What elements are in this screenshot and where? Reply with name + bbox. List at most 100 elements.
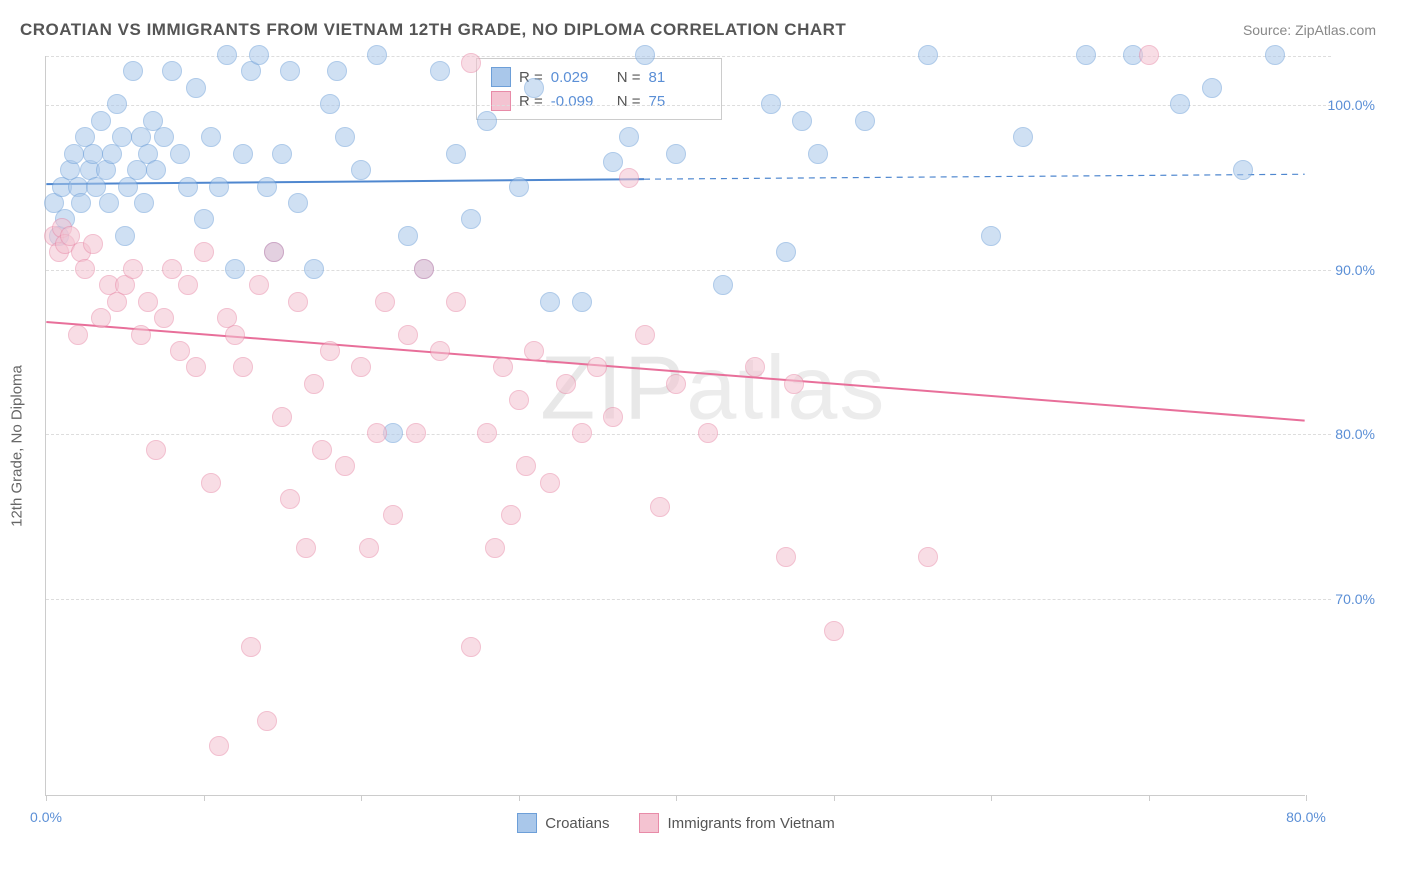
data-point (477, 423, 497, 443)
data-point (178, 275, 198, 295)
r-value: 0.029 (551, 69, 609, 86)
data-point (233, 357, 253, 377)
data-point (485, 538, 505, 558)
data-point (91, 308, 111, 328)
data-point (603, 407, 623, 427)
data-point (209, 177, 229, 197)
data-point (134, 193, 154, 213)
data-point (635, 325, 655, 345)
legend-label: Croatians (545, 815, 609, 832)
legend-item: Croatians (517, 813, 609, 833)
data-point (446, 144, 466, 164)
data-point (587, 357, 607, 377)
x-tick (46, 795, 47, 801)
legend-swatch (491, 91, 511, 111)
data-point (1013, 127, 1033, 147)
gridline (46, 434, 1331, 435)
data-point (398, 226, 418, 246)
data-point (430, 61, 450, 81)
data-point (1265, 45, 1285, 65)
data-point (249, 45, 269, 65)
data-point (201, 473, 221, 493)
plot-area: ZIPatlas R =0.029N =81R =-0.099N =75 Cro… (45, 56, 1305, 796)
data-point (138, 292, 158, 312)
x-tick-label: 0.0% (30, 809, 62, 825)
data-point (650, 497, 670, 517)
source-attribution: Source: ZipAtlas.com (1243, 22, 1376, 38)
data-point (501, 505, 521, 525)
data-point (359, 538, 379, 558)
data-point (178, 177, 198, 197)
gridline (46, 105, 1331, 106)
data-point (351, 160, 371, 180)
data-point (461, 637, 481, 657)
stats-legend-row: R =0.029N =81 (491, 65, 707, 89)
data-point (745, 357, 765, 377)
data-point (335, 456, 355, 476)
data-point (855, 111, 875, 131)
x-tick-label: 80.0% (1286, 809, 1326, 825)
data-point (761, 94, 781, 114)
series-legend: Croatians Immigrants from Vietnam (46, 813, 1306, 833)
data-point (272, 144, 292, 164)
x-tick (1149, 795, 1150, 801)
data-point (516, 456, 536, 476)
data-point (288, 193, 308, 213)
data-point (304, 259, 324, 279)
x-tick (204, 795, 205, 801)
data-point (1233, 160, 1253, 180)
trend-line-dashed (644, 174, 1305, 179)
data-point (123, 259, 143, 279)
data-point (320, 341, 340, 361)
data-point (918, 45, 938, 65)
x-tick (361, 795, 362, 801)
legend-swatch (639, 813, 659, 833)
data-point (320, 94, 340, 114)
data-point (288, 292, 308, 312)
data-point (272, 407, 292, 427)
data-point (446, 292, 466, 312)
trend-lines (46, 56, 1305, 795)
y-tick-label: 100.0% (1328, 97, 1375, 113)
data-point (225, 259, 245, 279)
data-point (666, 374, 686, 394)
legend-swatch (491, 67, 511, 87)
data-point (241, 637, 261, 657)
data-point (75, 259, 95, 279)
data-point (225, 325, 245, 345)
data-point (1170, 94, 1190, 114)
data-point (461, 53, 481, 73)
data-point (776, 547, 796, 567)
data-point (572, 292, 592, 312)
data-point (698, 423, 718, 443)
data-point (635, 45, 655, 65)
data-point (91, 111, 111, 131)
y-tick-label: 70.0% (1335, 591, 1375, 607)
data-point (477, 111, 497, 131)
data-point (71, 193, 91, 213)
data-point (154, 127, 174, 147)
stats-legend: R =0.029N =81R =-0.099N =75 (476, 58, 722, 120)
data-point (792, 111, 812, 131)
chart-container: 12th Grade, No Diploma ZIPatlas R =0.029… (45, 56, 1375, 836)
data-point (209, 736, 229, 756)
data-point (414, 259, 434, 279)
data-point (280, 489, 300, 509)
data-point (619, 127, 639, 147)
data-point (280, 61, 300, 81)
data-point (217, 45, 237, 65)
data-point (194, 209, 214, 229)
legend-item: Immigrants from Vietnam (639, 813, 834, 833)
data-point (619, 168, 639, 188)
data-point (540, 473, 560, 493)
data-point (186, 357, 206, 377)
data-point (107, 94, 127, 114)
data-point (375, 292, 395, 312)
data-point (327, 61, 347, 81)
data-point (981, 226, 1001, 246)
data-point (296, 538, 316, 558)
data-point (808, 144, 828, 164)
data-point (112, 127, 132, 147)
data-point (99, 193, 119, 213)
n-value: 75 (649, 93, 707, 110)
